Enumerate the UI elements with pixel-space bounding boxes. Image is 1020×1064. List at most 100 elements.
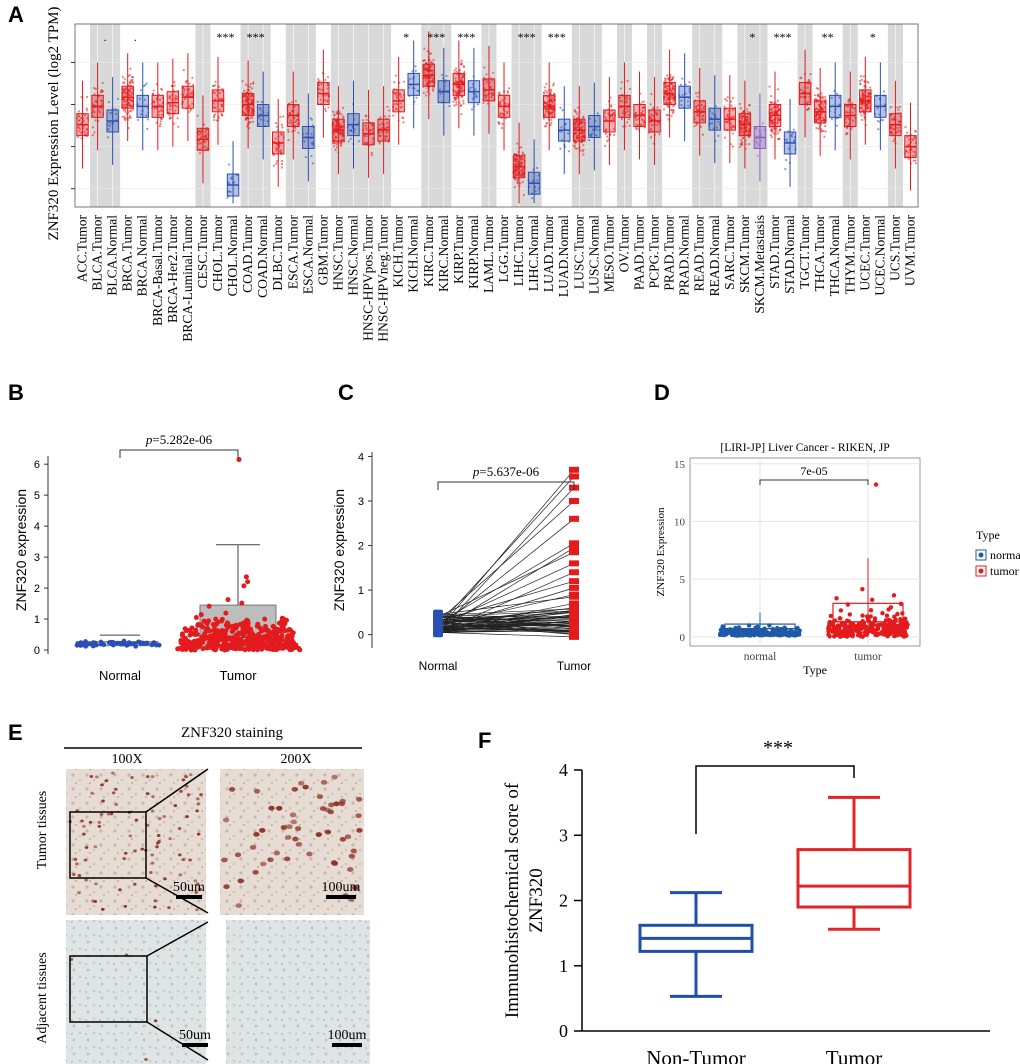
- data-point: [291, 101, 293, 103]
- data-point: [462, 102, 464, 104]
- tumor-point: [230, 629, 235, 634]
- stained-nucleus: [351, 849, 357, 854]
- x-tick-label: LUAD.Normal: [556, 215, 571, 297]
- data-point: [629, 125, 631, 127]
- data-point: [573, 115, 575, 117]
- tumor-point: [271, 624, 276, 629]
- x-tick-label: STAD.Normal: [782, 215, 797, 294]
- data-point: [859, 80, 861, 82]
- stained-nucleus: [153, 906, 157, 909]
- data-point: [516, 143, 518, 145]
- stained-nucleus: [196, 803, 200, 806]
- stained-nucleus: [72, 873, 76, 876]
- data-point: [641, 101, 643, 103]
- x-tick-label: PAAD.Tumor: [632, 215, 647, 291]
- data-point: [432, 90, 434, 92]
- x-tick-label: Tumor: [557, 659, 591, 673]
- data-point: [324, 108, 326, 110]
- data-point: [94, 119, 96, 121]
- stained-nucleus: [229, 787, 235, 792]
- data-point: [125, 111, 127, 113]
- tumor-point: [870, 598, 874, 602]
- data-point: [815, 127, 817, 129]
- data-point: [379, 116, 381, 118]
- tumor-point: [176, 646, 181, 651]
- stained-nucleus: [331, 775, 337, 780]
- data-point: [463, 66, 465, 68]
- y-tick-label: 2: [358, 541, 364, 553]
- data-point: [275, 122, 277, 124]
- tumor-point: [241, 583, 246, 588]
- stained-nucleus: [302, 785, 308, 790]
- data-point: [327, 76, 329, 78]
- data-point: [823, 136, 825, 138]
- x-tick-label: KICH.Normal: [406, 215, 421, 293]
- x-tick-label: KIRC.Normal: [436, 215, 451, 292]
- x-tick-label: UVM.Tumor: [902, 215, 917, 287]
- data-point: [312, 162, 314, 164]
- stained-nucleus: [292, 787, 298, 792]
- significance-label: **: [822, 30, 834, 44]
- data-point: [159, 125, 161, 127]
- stained-nucleus: [221, 858, 227, 863]
- data-point: [621, 81, 623, 83]
- stained-nucleus: [223, 818, 229, 823]
- data-point: [671, 115, 673, 117]
- data-point: [340, 142, 342, 144]
- tumor-point: [244, 574, 249, 579]
- stained-nucleus: [187, 793, 191, 796]
- data-point: [670, 109, 672, 111]
- data-point: [431, 62, 433, 64]
- x-tick-label: Tumor: [826, 1046, 882, 1064]
- data-point: [543, 118, 545, 120]
- y-tick-label: 4: [559, 760, 568, 780]
- x-axis-label: Type: [803, 663, 827, 677]
- data-point: [336, 143, 338, 145]
- data-point: [693, 125, 695, 127]
- chart-title: [LIRI-JP] Liver Cancer - RIKEN, JP: [720, 442, 889, 454]
- data-point: [340, 113, 342, 115]
- tumor-point: [256, 632, 261, 637]
- data-point: [430, 52, 432, 54]
- data-point: [461, 60, 463, 62]
- stained-nucleus: [162, 815, 166, 818]
- y-tick-label: 3: [358, 496, 364, 508]
- pvalue-label: p=5.637e-06: [472, 464, 540, 479]
- tumor-point: [271, 644, 276, 649]
- data-point: [785, 159, 787, 161]
- stained-nucleus: [94, 882, 98, 885]
- tumor-point: [828, 624, 832, 628]
- data-point: [324, 79, 326, 81]
- data-point: [492, 72, 494, 74]
- tumor-point: [839, 608, 843, 612]
- y-tick-label: 0: [559, 1021, 568, 1041]
- stained-nucleus: [151, 795, 155, 798]
- data-point: [425, 94, 427, 96]
- stained-nucleus: [158, 817, 162, 820]
- x-tick-label: CHOL.Normal: [225, 215, 240, 297]
- stained-nucleus: [356, 828, 362, 833]
- data-point: [371, 154, 373, 156]
- x-tick-label: ESCA.Tumor: [285, 215, 300, 290]
- tumor-point: [238, 637, 243, 642]
- stained-nucleus: [355, 813, 361, 818]
- data-point: [455, 67, 457, 69]
- stained-nucleus: [133, 883, 137, 886]
- data-point: [497, 121, 499, 123]
- data-point: [203, 123, 205, 125]
- tumor-point: [873, 633, 877, 637]
- y-axis-label: ZNF320 expression: [13, 489, 29, 611]
- x-tick-label: SARC.Tumor: [722, 215, 737, 290]
- chart-d-liri-jp: 051015[LIRI-JP] Liver Cancer - RIKEN, JP…: [650, 380, 1020, 690]
- data-point: [365, 115, 367, 117]
- x-tick-label: BLCA.Normal: [105, 215, 120, 296]
- tumor-point: [826, 629, 830, 633]
- data-point: [820, 92, 822, 94]
- stained-nucleus: [328, 809, 334, 814]
- data-point: [279, 116, 281, 118]
- col-header-100x: 100X: [111, 752, 142, 767]
- data-point: [366, 119, 368, 121]
- x-tick-label: ESCA.Normal: [300, 215, 315, 294]
- data-point: [824, 125, 826, 127]
- normal-point: [755, 631, 759, 635]
